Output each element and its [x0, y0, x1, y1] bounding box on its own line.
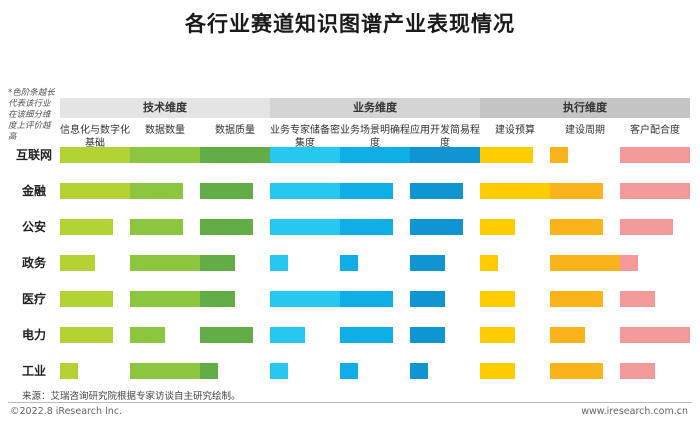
- bar: [340, 147, 410, 163]
- row-label: 电力: [21, 328, 46, 342]
- bar: [550, 219, 603, 235]
- website: www.iresearch.com.cn: [581, 406, 688, 417]
- bar: [480, 291, 515, 307]
- page-title: 各行业赛道知识图谱产业表现情况: [185, 12, 515, 36]
- bar: [130, 255, 200, 271]
- bar: [60, 291, 113, 307]
- bar: [340, 219, 393, 235]
- bar: [270, 219, 340, 235]
- bar: [60, 363, 78, 379]
- bar: [620, 147, 690, 163]
- bar: [480, 147, 533, 163]
- bar: [620, 255, 638, 271]
- bar: [480, 219, 515, 235]
- bar: [410, 147, 480, 163]
- bar: [130, 183, 183, 199]
- group-header: 业务维度: [270, 98, 480, 118]
- bar: [200, 327, 253, 343]
- bar: [480, 327, 515, 343]
- bar: [340, 363, 358, 379]
- bar: [270, 255, 288, 271]
- column-header: 业务专家储备密集度: [270, 125, 340, 149]
- bar: [410, 327, 445, 343]
- bar: [410, 255, 445, 271]
- bar: [410, 183, 463, 199]
- bar: [270, 183, 340, 199]
- source-note: 来源：艾瑞咨询研究院根据专家访谈自主研究绘制。: [22, 391, 241, 402]
- bar: [550, 363, 603, 379]
- bar: [60, 183, 130, 199]
- bar: [60, 219, 113, 235]
- bar: [60, 327, 113, 343]
- bar: [550, 291, 603, 307]
- column-header: 数据数量: [145, 125, 185, 136]
- bar: [270, 147, 340, 163]
- bar: [410, 363, 428, 379]
- bar: [550, 183, 603, 199]
- bar: [550, 147, 568, 163]
- row-label: 政务: [21, 256, 46, 270]
- bar: [270, 291, 340, 307]
- column-header: 客户配合度: [630, 125, 680, 136]
- column-header: 业务场景明确程度: [340, 125, 410, 149]
- bar: [200, 147, 270, 163]
- bar: [480, 183, 550, 199]
- column-header: 应用开发简易程度: [410, 125, 480, 149]
- bar: [340, 255, 358, 271]
- bar: [200, 363, 218, 379]
- row-label: 互联网: [15, 148, 52, 162]
- bar: [200, 291, 235, 307]
- column-header: 建设周期: [565, 125, 605, 136]
- row-label: 金融: [21, 184, 46, 198]
- bar: [410, 219, 463, 235]
- bar: [340, 183, 393, 199]
- group-header: 技术维度: [60, 98, 270, 118]
- bar: [270, 327, 305, 343]
- bar: [130, 291, 200, 307]
- bar: [620, 219, 673, 235]
- bar: [60, 255, 95, 271]
- bar: [130, 219, 183, 235]
- bar: [200, 219, 253, 235]
- row-label: 公安: [21, 220, 46, 234]
- bar: [620, 327, 690, 343]
- column-header: 信息化与数字化基础: [60, 125, 130, 149]
- column-header: 建设预算: [495, 125, 535, 136]
- bar: [340, 327, 393, 343]
- bar: [550, 255, 620, 271]
- bar: [620, 183, 690, 199]
- bar: [130, 147, 200, 163]
- bar: [270, 363, 288, 379]
- bar: [340, 291, 393, 307]
- bar: [200, 183, 253, 199]
- bar: [410, 291, 445, 307]
- bar: [480, 363, 515, 379]
- bar: [550, 327, 585, 343]
- copyright: ©2022.8 iResearch Inc.: [10, 406, 123, 417]
- column-header: 数据质量: [215, 125, 255, 136]
- scale-note: *色阶条越长代表该行业在该细分维度上评价越高: [8, 88, 55, 142]
- footer-divider: [8, 402, 692, 403]
- row-label: 工业: [21, 364, 46, 378]
- bar: [620, 291, 655, 307]
- row-label: 医疗: [21, 292, 46, 306]
- group-header: 执行维度: [480, 98, 690, 118]
- bar: [200, 255, 235, 271]
- bar: [480, 255, 498, 271]
- bar: [130, 327, 165, 343]
- bar: [620, 363, 655, 379]
- bar: [130, 363, 200, 379]
- bar: [60, 147, 130, 163]
